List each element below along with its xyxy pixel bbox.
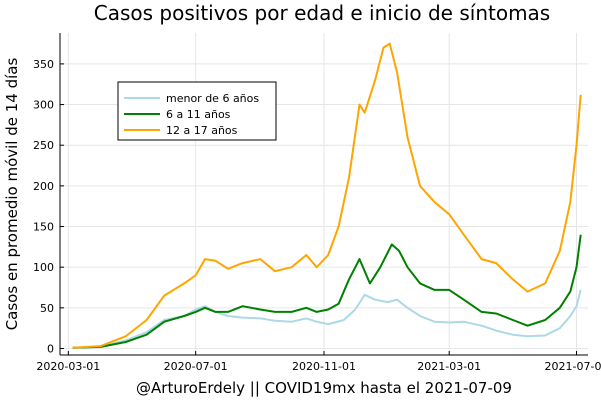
y-tick-label: 0 bbox=[47, 342, 54, 355]
legend-label: 12 a 17 años bbox=[166, 124, 238, 137]
series-line bbox=[72, 289, 582, 349]
x-tick-label: 2020-03-01 bbox=[36, 360, 100, 373]
chart-title: Casos positivos por edad e inicio de sín… bbox=[94, 1, 550, 25]
legend-label: menor de 6 años bbox=[166, 92, 259, 105]
x-tick-label: 2021-07-01 bbox=[545, 360, 601, 373]
y-ticks: 0 50 100 150 200 250 300 350 bbox=[33, 58, 64, 355]
series-line bbox=[72, 42, 582, 349]
x-tick-label: 2021-03-01 bbox=[417, 360, 481, 373]
y-tick-label: 250 bbox=[33, 139, 54, 152]
y-axis-label: Casos en promedio móvil de 14 días bbox=[3, 58, 21, 331]
y-tick-label: 50 bbox=[40, 302, 54, 315]
legend-label: 6 a 11 años bbox=[166, 108, 231, 121]
grid bbox=[60, 33, 588, 355]
y-tick-label: 150 bbox=[33, 221, 54, 234]
y-tick-label: 100 bbox=[33, 261, 54, 274]
series-line bbox=[72, 234, 582, 349]
series-layer bbox=[72, 42, 582, 349]
y-tick-label: 200 bbox=[33, 180, 54, 193]
y-tick-label: 350 bbox=[33, 58, 54, 71]
y-tick-label: 300 bbox=[33, 99, 54, 112]
x-axis-label: @ArturoErdely || COVID19mx hasta el 2021… bbox=[136, 379, 512, 397]
x-tick-label: 2020-11-01 bbox=[292, 360, 356, 373]
x-tick-label: 2020-07-01 bbox=[164, 360, 228, 373]
legend: menor de 6 años 6 a 11 años 12 a 17 años bbox=[117, 81, 277, 141]
x-ticks: 2020-03-01 2020-07-01 2020-11-01 2021-03-01… bbox=[36, 351, 601, 373]
